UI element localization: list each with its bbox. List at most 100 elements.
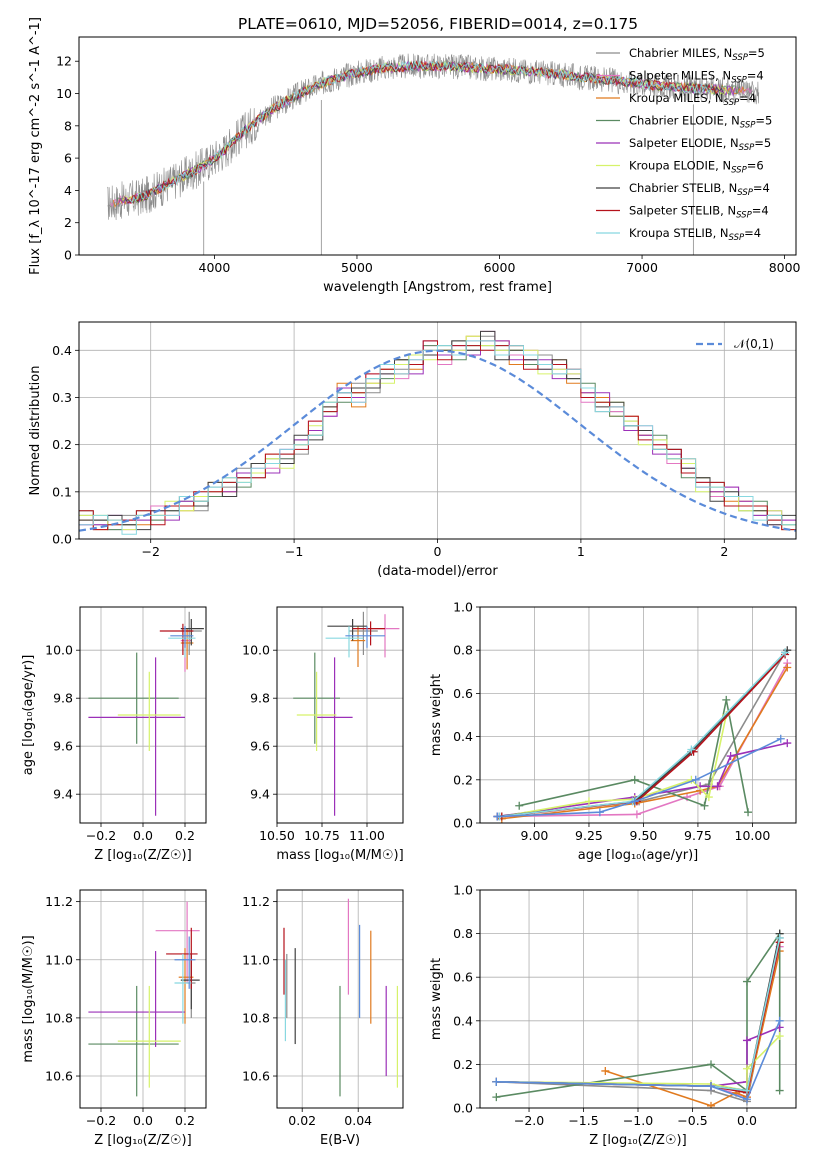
errorbar-chabrier-elodie (88, 652, 179, 744)
y-tick-label: 11.0 (45, 952, 73, 967)
errorbar-normal (345, 626, 385, 648)
y-tick-label: 0.1 (52, 484, 72, 499)
panel-z_vs_age: −0.2 0.0 0.2 9.4 9.6 9.8 10.0 Z [log₁₀(Z/Z☉)] ag… (21, 606, 207, 863)
weight-marker (781, 648, 790, 657)
weight-marker (630, 797, 639, 806)
x-tick-label: 6000 (484, 260, 516, 275)
weight-marker (775, 1016, 784, 1025)
y-axis-label: mass weight (429, 958, 444, 1040)
weight-marker (584, 797, 593, 806)
plot-area (88, 901, 200, 1097)
y-tick-label: 9.6 (53, 739, 73, 754)
y-tick-label: 0.6 (453, 970, 473, 985)
grid (276, 607, 403, 823)
weight-marker (744, 808, 753, 817)
errorbar-salpeter-miles (155, 901, 200, 984)
y-tick-label: 0.4 (453, 729, 473, 744)
weight-marker (707, 1101, 716, 1108)
weight-marker (704, 793, 713, 802)
errorbar-kroupa-stelib (174, 953, 192, 1024)
y-tick-label: 9.4 (53, 787, 73, 802)
y-tick-label: 0.0 (52, 532, 72, 547)
legend-entry: Chabrier ELODIE, NSSP=5 (629, 114, 772, 131)
weight-marker (687, 745, 696, 754)
weight-series-chabrier-elodie (515, 695, 753, 817)
plot-area (79, 330, 796, 539)
weight-marker (742, 1064, 751, 1073)
x-tick-label: −0.5 (677, 1113, 707, 1128)
weight-marker (492, 1093, 501, 1102)
y-tick-label: 0.8 (453, 643, 473, 658)
model-line-kroupa-stelib (129, 60, 713, 204)
errorbar-chabrier-stelib (180, 619, 204, 646)
x-tick-label: −0.2 (86, 1113, 116, 1128)
x-tick-label: 10.50 (259, 828, 295, 843)
x-axis-label: Z [log₁₀(Z/Z☉)] (589, 1133, 686, 1148)
y-tick-label: 10.8 (242, 1010, 270, 1025)
weight-marker (601, 1066, 610, 1075)
errorbar-normal (170, 626, 194, 648)
weight-marker (595, 808, 604, 817)
y-tick-label: 10 (56, 86, 72, 101)
y-axis-label: mass [log₁₀(M/M☉)] (21, 935, 36, 1062)
weight-line (496, 931, 781, 1098)
y-tick-label: 9.8 (250, 691, 270, 706)
weight-marker (632, 810, 641, 819)
y-tick-label: 0.3 (52, 390, 72, 405)
x-tick-label: 0 (434, 544, 442, 559)
y-tick-label: 8 (64, 118, 72, 133)
x-tick-label: 8000 (769, 260, 801, 275)
y-axis-label: mass weight (429, 674, 444, 756)
weight-marker (783, 739, 792, 748)
legend-entry: Kroupa STELIB, NSSP=4 (629, 226, 761, 243)
weight-marker (722, 695, 731, 704)
x-axis-label: (data-model)/error (377, 564, 498, 579)
y-tick-label: 0.2 (52, 437, 72, 452)
weight-marker (492, 1077, 501, 1086)
x-tick-label: 9.50 (630, 828, 658, 843)
axes-frame (79, 606, 207, 824)
y-tick-label: 0.0 (453, 816, 473, 831)
errorbar-kroupa-elodie (296, 671, 337, 751)
weight-marker (742, 1036, 751, 1045)
errorbar-salpeter-elodie (88, 951, 185, 1047)
x-tick-label: −0.2 (86, 828, 116, 843)
weight-marker (707, 1082, 716, 1091)
x-tick-label: −2.0 (514, 1113, 544, 1128)
weight-line (497, 651, 786, 818)
weight-line (501, 714, 728, 818)
y-tick-label: 11.2 (242, 894, 270, 909)
legend-entry: Chabrier STELIB, NSSP=4 (629, 181, 770, 198)
weight-marker (742, 977, 751, 986)
y-tick-label: 2 (64, 215, 72, 230)
x-axis-label: Z [log₁₀(Z/Z☉)] (94, 848, 191, 863)
x-tick-label: 9.75 (684, 828, 712, 843)
x-tick-label: −2 (141, 544, 159, 559)
weight-marker (493, 812, 502, 821)
y-tick-label: 0.2 (453, 1057, 473, 1072)
errorbar-salpeter-stelib (166, 927, 198, 989)
y-tick-label: 10.8 (45, 1010, 73, 1025)
x-tick-label: 5000 (341, 260, 373, 275)
errorbar-salpeter-stelib (159, 623, 194, 655)
y-tick-label: 9.6 (250, 739, 270, 754)
weight-marker (742, 1086, 751, 1095)
errorbar-salpeter-stelib (352, 621, 385, 646)
x-axis-label: E(B-V) (320, 1133, 360, 1148)
plot-area (492, 929, 784, 1108)
plot-area (493, 646, 792, 823)
weight-series-chabrier-stelib (493, 646, 792, 821)
x-tick-label: 10.75 (304, 828, 340, 843)
x-axis-label: Z [log₁₀(Z/Z☉)] (94, 1133, 191, 1148)
errorbar-normal (174, 936, 196, 989)
y-tick-label: 10.0 (45, 643, 73, 658)
y-tick-label: 1.0 (453, 600, 473, 615)
x-tick-label: 7000 (626, 260, 658, 275)
model-line-salpeter-stelib (127, 60, 718, 205)
panel-z_weights: −2.0 −1.5 −1.0 −0.5 0.0 0.0 0.2 0.4 0.6 0.8 1.0 Z [… (429, 883, 797, 1148)
weight-marker (713, 782, 722, 791)
errorbar-kroupa-stelib (325, 626, 364, 658)
weight-marker (775, 1086, 784, 1095)
weight-series-normal (492, 1016, 784, 1104)
